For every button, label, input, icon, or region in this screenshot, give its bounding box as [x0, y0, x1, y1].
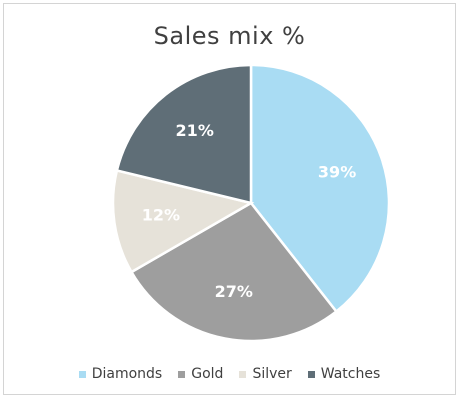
- legend-item-gold[interactable]: Gold: [178, 366, 223, 382]
- slice-label-diamonds: 39%: [318, 163, 356, 182]
- pie-slice-diamonds[interactable]: [249, 63, 391, 314]
- legend-label-gold: Gold: [191, 366, 224, 382]
- slice-label-gold: 27%: [215, 282, 253, 301]
- legend-swatch-gold: [178, 370, 186, 378]
- chart-title: Sales mix %: [153, 22, 306, 50]
- pie-chart: 39% 27% 12% 21%: [111, 63, 391, 343]
- legend-label-watches: Watches: [320, 366, 381, 382]
- legend-swatch-silver: [239, 370, 247, 378]
- pie-slice-watches[interactable]: [115, 63, 253, 205]
- pie-slice-gold[interactable]: [129, 201, 339, 343]
- legend-label-silver: Silver: [252, 366, 292, 382]
- legend-item-silver[interactable]: Silver: [239, 366, 292, 382]
- slice-label-silver: 12%: [142, 205, 180, 224]
- legend: Diamonds Gold Silver Watches: [4, 366, 455, 382]
- slice-label-watches: 21%: [176, 121, 214, 140]
- legend-item-watches[interactable]: Watches: [307, 366, 381, 382]
- legend-swatch-watches: [307, 370, 315, 378]
- legend-label-diamonds: Diamonds: [91, 366, 163, 382]
- chart-area: Sales mix % 39% 27% 12% 21% Diamonds Gold S…: [3, 3, 456, 395]
- legend-item-diamonds[interactable]: Diamonds: [78, 366, 163, 382]
- legend-swatch-diamonds: [78, 370, 86, 378]
